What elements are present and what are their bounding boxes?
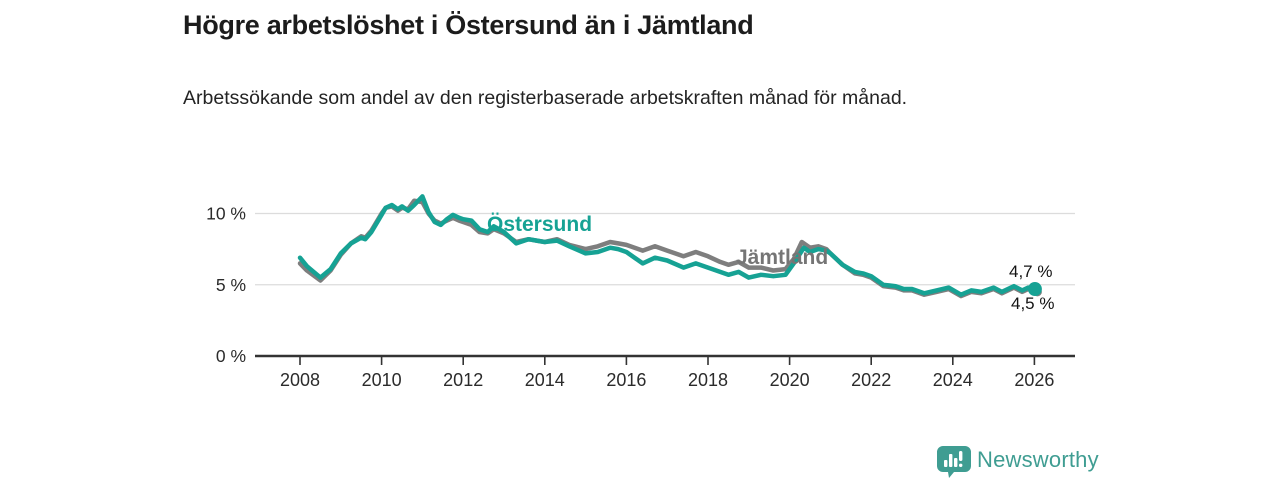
y-tick-label: 10 % (206, 204, 246, 224)
x-tick-label: 2022 (851, 370, 891, 390)
chart-subtitle: Arbetssökande som andel av den registerb… (183, 87, 908, 109)
x-tick-label: 2020 (770, 370, 810, 390)
x-tick-label: 2014 (525, 370, 565, 390)
newsworthy-logo[interactable]: Newsworthy (936, 445, 1099, 479)
series-label-ostersund: Östersund (487, 213, 593, 236)
x-tick-label: 2024 (933, 370, 973, 390)
x-tick-label: 2008 (280, 370, 320, 390)
series-line-jamtland (297, 198, 1037, 299)
x-tick-label: 2012 (443, 370, 483, 390)
x-tick-label: 2010 (362, 370, 402, 390)
newsworthy-icon (937, 446, 971, 478)
y-tick-label: 0 % (216, 346, 246, 366)
end-value-ostersund: 4,7 % (1009, 262, 1053, 281)
series-line-ostersund (297, 194, 1037, 297)
end-value-jamtland: 4,5 % (1011, 294, 1055, 313)
page-title: Högre arbetslöshet i Östersund än i Jämt… (183, 10, 754, 40)
newsworthy-wordmark: Newsworthy (977, 447, 1099, 472)
end-dot-ostersund (1027, 282, 1042, 297)
x-tick-label: 2016 (606, 370, 646, 390)
x-tick-label: 2026 (1014, 370, 1054, 390)
x-tick-label: 2018 (688, 370, 728, 390)
series-label-jamtland: Jämtland (736, 246, 829, 269)
y-tick-label: 5 % (216, 275, 246, 295)
